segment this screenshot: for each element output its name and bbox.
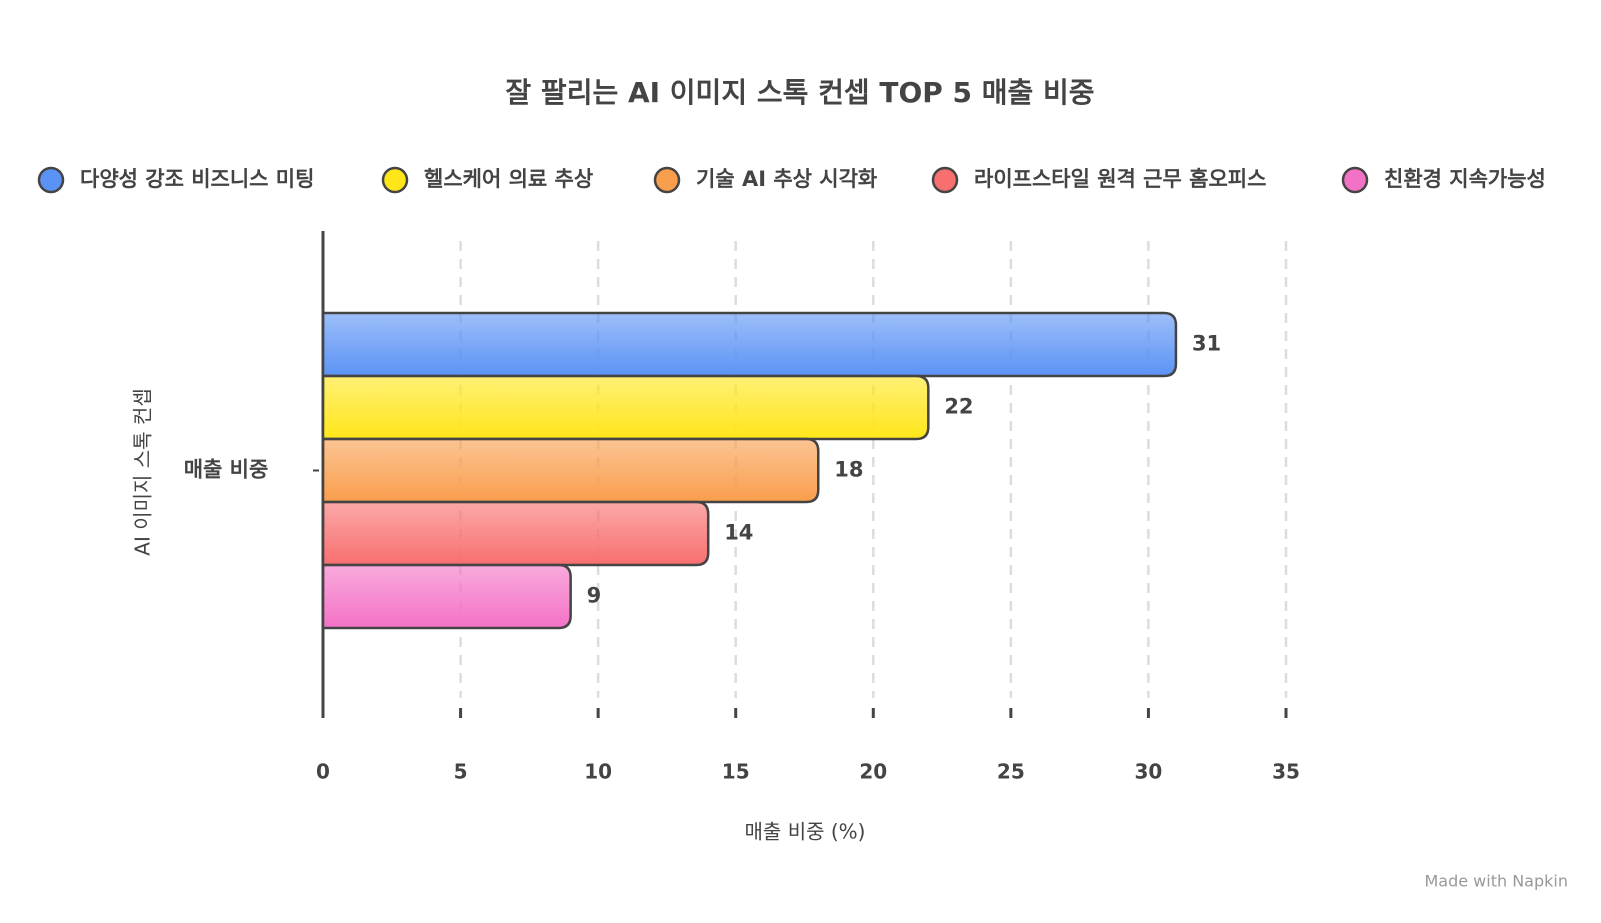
legend-label: 헬스케어 의료 추상 — [424, 167, 593, 191]
x-tick-label: 35 — [1272, 760, 1300, 784]
legend-swatch — [653, 166, 681, 194]
x-tick-label: 5 — [454, 760, 468, 784]
x-axis-label: 매출 비중 (%) — [745, 820, 866, 844]
legend-label: 기술 AI 추상 시각화 — [696, 167, 878, 191]
bar — [321, 437, 820, 504]
bar — [321, 311, 1178, 378]
bar — [321, 374, 930, 441]
legend-label: 다양성 강조 비즈니스 미팅 — [80, 167, 314, 191]
legend-swatch — [37, 166, 65, 194]
x-tick-label: 10 — [584, 760, 612, 784]
x-tick-label: 20 — [859, 760, 887, 784]
value-label: 31 — [1192, 332, 1221, 356]
value-label: 9 — [587, 584, 602, 608]
x-tick-label: 30 — [1135, 760, 1163, 784]
value-label: 14 — [724, 521, 753, 545]
legend-label: 친환경 지속가능성 — [1384, 167, 1546, 191]
x-tick-label: 15 — [722, 760, 750, 784]
value-label: 22 — [944, 395, 973, 419]
x-tick-label: 25 — [997, 760, 1025, 784]
chart-title: 잘 팔리는 AI 이미지 스톡 컨셉 TOP 5 매출 비중 — [505, 76, 1094, 109]
footer: Made with Napkin — [1424, 872, 1568, 891]
x-tick-label: 0 — [316, 760, 330, 784]
legend-swatch — [381, 166, 409, 194]
legend-swatch — [1341, 166, 1369, 194]
y-axis-label: AI 이미지 스톡 컨셉 — [131, 388, 155, 555]
bar — [321, 563, 572, 630]
legend-swatch — [931, 166, 959, 194]
legend-label: 라이프스타일 원격 근무 홈오피스 — [974, 167, 1266, 191]
y-tick-label: 매출 비중 — [184, 458, 269, 482]
bar — [321, 500, 710, 567]
value-label: 18 — [834, 458, 863, 482]
